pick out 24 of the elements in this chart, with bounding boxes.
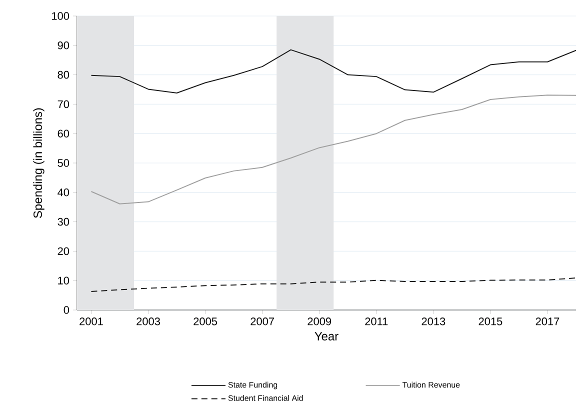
y-tick-label: 50 — [58, 159, 70, 167]
y-tick-label: 80 — [58, 70, 70, 79]
y-tick-label: 0 — [64, 306, 70, 314]
x-tick-label: 2013 — [422, 318, 446, 326]
y-tick-label: 70 — [58, 100, 70, 108]
line-series — [90, 94, 577, 204]
y-tick-label: 40 — [58, 188, 70, 196]
x-axis-title: Year — [314, 332, 338, 340]
x-tick-label: 2015 — [478, 318, 502, 326]
x-tick-label: 2009 — [308, 318, 332, 326]
y-tick-label: 10 — [58, 276, 70, 284]
y-tick-label: 30 — [58, 218, 70, 226]
x-tick-label: 2017 — [536, 318, 560, 326]
line-series — [90, 49, 577, 94]
y-tick-label: 60 — [58, 130, 70, 138]
y-tick-label: 90 — [58, 42, 70, 50]
y-tick-label: 100 — [52, 12, 70, 20]
x-tick-label: 2003 — [136, 318, 160, 326]
x-tick-label: 2007 — [250, 318, 274, 326]
y-axis-title: Spending (in billions) — [33, 108, 44, 218]
x-tick-label: 2011 — [365, 318, 388, 326]
x-tick-label: 2001 — [80, 318, 103, 326]
y-tick-label: 20 — [58, 247, 70, 256]
x-tick-label: 2005 — [194, 318, 218, 326]
